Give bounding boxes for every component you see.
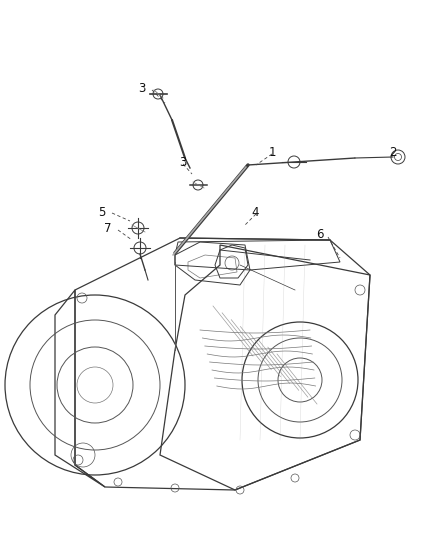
Text: 3: 3 — [138, 82, 146, 94]
Text: 4: 4 — [251, 206, 259, 220]
Text: 5: 5 — [98, 206, 106, 220]
Text: 2: 2 — [389, 147, 397, 159]
Text: 6: 6 — [316, 229, 324, 241]
Text: 1: 1 — [268, 147, 276, 159]
Text: 3: 3 — [179, 157, 187, 169]
Text: 7: 7 — [104, 222, 112, 236]
